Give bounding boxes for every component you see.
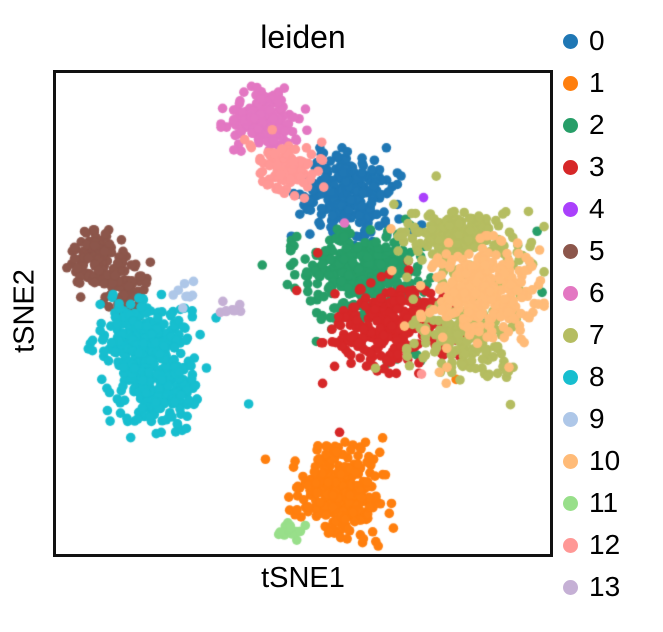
legend-swatch: [563, 159, 578, 175]
legend-label: 1: [589, 67, 605, 98]
legend-item-13: 13: [563, 566, 620, 608]
y-axis-label: tSNE2: [8, 269, 41, 353]
legend-swatch: [563, 285, 578, 301]
legend-item-8: 8: [563, 356, 620, 398]
plot-title: leiden: [260, 19, 346, 55]
legend-label: 8: [589, 361, 605, 392]
legend-label: 9: [589, 403, 605, 434]
legend-label: 12: [589, 529, 621, 560]
legend-label: 13: [589, 571, 621, 602]
legend-item-5: 5: [563, 230, 620, 272]
legend-swatch: [563, 579, 578, 595]
legend-swatch: [563, 201, 578, 217]
legend-swatch: [563, 327, 578, 343]
scatter-canvas: [56, 73, 550, 554]
legend-item-1: 1: [563, 62, 620, 104]
legend-item-2: 2: [563, 104, 620, 146]
legend-item-4: 4: [563, 188, 620, 230]
legend-item-12: 12: [563, 524, 620, 566]
legend-swatch: [563, 75, 578, 91]
legend-item-3: 3: [563, 146, 620, 188]
legend-item-6: 6: [563, 272, 620, 314]
legend-swatch: [563, 117, 578, 133]
legend-swatch: [563, 495, 578, 511]
legend-item-10: 10: [563, 440, 620, 482]
x-axis-label: tSNE1: [261, 562, 345, 594]
legend-label: 10: [589, 445, 621, 476]
legend-label: 6: [589, 277, 605, 308]
legend: 0 1 2 3 4 5 6 7 8 9 10 11 12 13: [563, 20, 620, 608]
legend-swatch: [563, 33, 578, 49]
legend-swatch: [563, 243, 578, 259]
legend-item-7: 7: [563, 314, 620, 356]
legend-label: 7: [589, 319, 605, 350]
legend-swatch: [563, 537, 578, 553]
legend-label: 11: [589, 487, 619, 518]
legend-label: 3: [589, 151, 605, 182]
legend-swatch: [563, 369, 578, 385]
legend-item-0: 0: [563, 20, 620, 62]
legend-item-9: 9: [563, 398, 620, 440]
legend-label: 5: [589, 235, 605, 266]
legend-label: 2: [589, 109, 605, 140]
legend-swatch: [563, 453, 578, 469]
plot-area: [53, 70, 553, 557]
legend-label: 4: [589, 193, 605, 224]
legend-label: 0: [589, 25, 605, 56]
legend-item-11: 11: [563, 482, 620, 524]
legend-swatch: [563, 411, 578, 427]
